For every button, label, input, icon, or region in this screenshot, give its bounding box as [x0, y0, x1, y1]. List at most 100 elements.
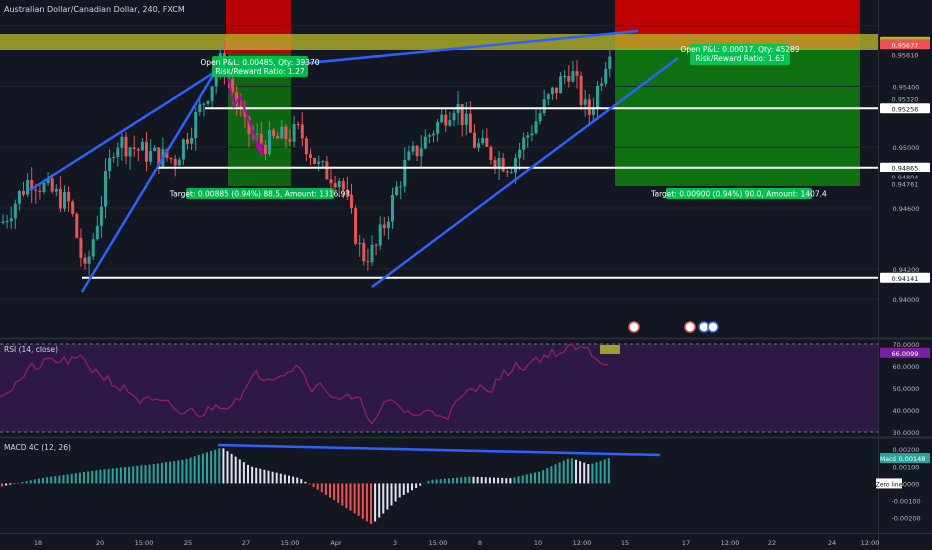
trade1-pnl-box: Open P&L: 0.00485, Qty: 39370 Risk/Rewar…	[200, 56, 320, 77]
candle-body	[112, 157, 116, 159]
candle-body	[432, 133, 435, 136]
macd-tick-label: 0.00200	[893, 446, 920, 454]
candle-body	[522, 137, 526, 150]
time-tick-label: 15:00	[281, 539, 300, 547]
candle-body	[358, 242, 362, 244]
candle-body	[468, 113, 472, 133]
zero-line-label: Zero line	[876, 481, 903, 488]
channel-upper-left[interactable]	[29, 70, 216, 192]
candle-body	[391, 194, 394, 222]
candle-body	[177, 159, 181, 166]
candle-body	[440, 114, 444, 123]
candle-body	[202, 103, 206, 105]
candle-body	[509, 172, 513, 174]
price-tick-label: 0.94600	[893, 205, 920, 213]
candle-body	[337, 181, 341, 188]
candle-body	[395, 186, 399, 195]
candle-body	[5, 220, 9, 222]
price-label-box	[880, 162, 930, 173]
rsi-tick-label: 50.0000	[893, 385, 920, 393]
trade1-target-box: Target: 0.00885 (0.94%) 88.5, Amount: 13…	[169, 188, 350, 199]
candle-body	[550, 87, 554, 95]
candle-body	[128, 147, 132, 157]
candle-body	[181, 139, 185, 160]
candle-body	[104, 171, 107, 207]
candle-body	[145, 141, 148, 162]
candle-body	[34, 189, 38, 191]
candle-body	[575, 71, 579, 76]
candle-body	[309, 154, 312, 159]
candle-body	[190, 138, 194, 144]
candle-body	[427, 135, 431, 137]
candle-body	[1, 221, 5, 223]
candle-body	[153, 147, 157, 152]
candle-body	[329, 179, 333, 184]
time-tick-label: 18	[34, 539, 42, 547]
macd-divergence-line[interactable]	[217, 443, 661, 457]
event-flag-icon[interactable]	[684, 321, 696, 333]
candle-body	[13, 203, 17, 219]
time-tick-label: 8	[478, 539, 482, 547]
candle-body	[399, 186, 403, 188]
candle-body	[231, 78, 235, 93]
candle-body	[58, 188, 62, 209]
price-label: 0.95256	[892, 105, 919, 113]
candle-body	[415, 145, 419, 157]
candle-body	[538, 113, 542, 122]
candle-body	[571, 71, 575, 82]
candle-body	[304, 138, 308, 155]
price-label: 0.94804	[892, 174, 919, 182]
candle-body	[604, 69, 608, 84]
event-flag-icon[interactable]	[707, 321, 719, 333]
candle-body	[292, 123, 296, 142]
trade2-target-box: Target: 0.00900 (0.94%) 90.0, Amount: 14…	[650, 188, 827, 199]
macd-layer	[1, 448, 610, 524]
macd-title: MACD 4C (12, 26)	[4, 443, 71, 452]
candle-body	[296, 123, 300, 125]
candle-body	[120, 136, 124, 148]
candle-body	[259, 133, 263, 145]
candle-body	[448, 120, 452, 126]
candle-body	[75, 213, 79, 238]
trade1-pnl-text: Open P&L: 0.00485, Qty: 39370	[200, 58, 319, 67]
price-label-box	[880, 103, 930, 114]
candle-body	[99, 206, 103, 226]
candle-body	[26, 180, 30, 195]
trade2-rr-text: Risk/Reward Ratio: 1.63	[695, 54, 784, 63]
candle-body	[489, 146, 493, 161]
candle-body	[243, 109, 247, 117]
trade2-target-text: Target: 0.00900 (0.94%) 90.0, Amount: 14…	[650, 190, 827, 199]
event-flag-icon[interactable]	[628, 321, 640, 333]
rsi-layer	[0, 343, 609, 425]
candle-body	[530, 133, 534, 136]
candle-body	[22, 190, 25, 195]
price-label-box	[880, 93, 930, 104]
candle-body	[116, 147, 120, 158]
candle-body	[345, 189, 349, 195]
rsi-tick-label: 60.0000	[893, 363, 920, 371]
macd-tick-label: -0.00100	[891, 498, 920, 506]
candle-body	[300, 124, 304, 139]
candle-body	[321, 161, 325, 163]
candle-body	[341, 181, 345, 190]
candle-body	[350, 194, 353, 209]
channel-lower-left[interactable]	[80, 71, 217, 293]
candle-body	[284, 126, 288, 140]
rsi-tick-label: 30.0000	[893, 429, 920, 437]
candle-body	[206, 101, 210, 104]
candle-body	[132, 147, 136, 150]
time-tick-label: 15	[621, 539, 629, 547]
candle-body	[54, 188, 58, 192]
candle-body	[71, 201, 75, 214]
candle-body	[374, 244, 378, 246]
candle-body	[485, 137, 489, 147]
candle-body	[497, 158, 501, 168]
candle-body	[30, 180, 34, 190]
candle-body	[235, 92, 239, 106]
time-tick-label: 17	[682, 539, 690, 547]
channel-lower-right[interactable]	[371, 56, 679, 289]
time-tick-label: Apr	[330, 539, 342, 547]
rsi-value-box	[880, 347, 930, 358]
candle-body	[354, 208, 358, 244]
